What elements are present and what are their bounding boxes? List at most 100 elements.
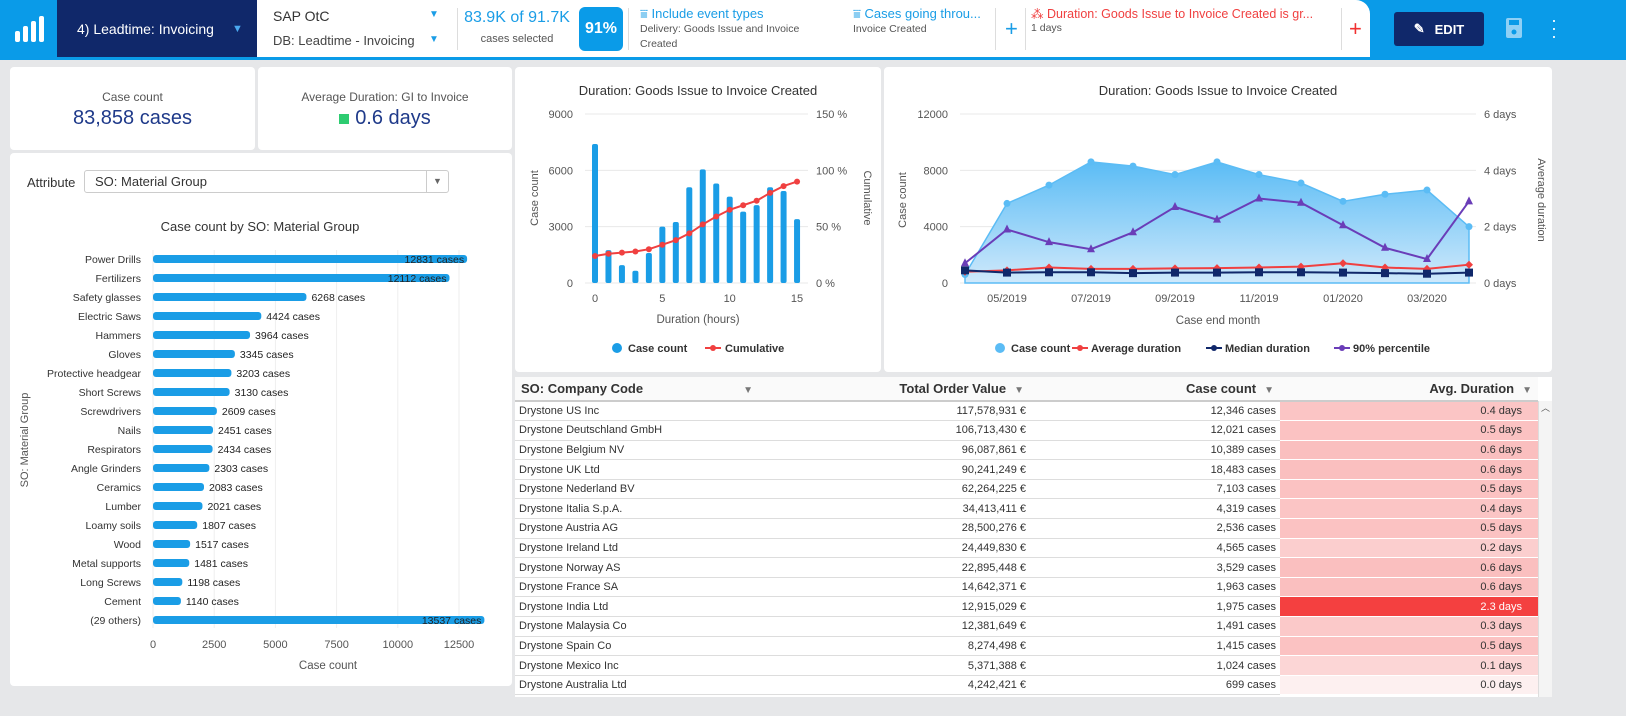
kpi-value-wrap: 0.6 days	[258, 107, 512, 130]
bar	[153, 331, 251, 339]
bar-value-label: 12831 cases	[405, 254, 465, 266]
table-row[interactable]: Drystone Deutschland GmbH 106,713,430 €12…	[515, 420, 1538, 441]
filter-icon[interactable]: ▼	[743, 385, 753, 396]
table-row[interactable]: Drystone Austria AG 28,500,276 €2,536 cas…	[515, 518, 1538, 539]
dashboard-name: 4) Leadtime: Invoicing	[77, 20, 214, 37]
cumulative-point	[699, 221, 706, 228]
filter-duration[interactable]: ⁂ Duration: Goods Issue to Invoice Creat…	[1031, 7, 1314, 34]
histogram-bar	[740, 211, 747, 283]
add-filter-button[interactable]: +	[1005, 16, 1018, 41]
filter-icon[interactable]: ▼	[1264, 385, 1274, 396]
column-header[interactable]: Avg. Duration ▼	[1280, 377, 1538, 402]
table-cell: 14,642,371 €	[765, 577, 1030, 598]
table-row[interactable]: Drystone France SA 14,642,371 €1,963 case…	[515, 577, 1538, 598]
more-menu-icon[interactable]: · · ·	[1551, 10, 1557, 46]
table-row[interactable]: Drystone Spain Co 8,274,498 €1,415 cases 0…	[515, 636, 1538, 657]
bar	[153, 255, 468, 263]
bar-value-label: 1198 cases	[187, 577, 240, 589]
table-row[interactable]: Drystone Malaysia Co 12,381,649 €1,491 ca…	[515, 616, 1538, 637]
category-label: Gloves	[108, 349, 141, 361]
table-row[interactable]: Drystone Norway AS 22,895,448 €3,529 case…	[515, 557, 1538, 578]
db-selector[interactable]: DB: Leadtime - Invoicing	[273, 33, 415, 48]
material-group-panel	[10, 153, 512, 686]
table-cell: 0.6 days	[1280, 577, 1538, 598]
table-cell: 3,529 cases	[1030, 557, 1280, 578]
category-label: Ceramics	[97, 482, 141, 494]
table-row[interactable]: Drystone Australia Ltd 4,242,421 €699 cas…	[515, 675, 1538, 696]
bar	[153, 274, 450, 282]
bar	[153, 445, 213, 453]
legend-marker	[1211, 345, 1217, 351]
table-cell: 117,578,931 €	[765, 401, 1030, 422]
histogram-bar	[592, 144, 598, 283]
table-cell: 24,449,830 €	[765, 538, 1030, 559]
table-row[interactable]: Drystone Nederland BV 62,264,225 €7,103 c…	[515, 479, 1538, 500]
category-label: Hammers	[95, 330, 141, 342]
table-cell: Drystone Ireland Ltd	[515, 538, 765, 559]
table-cell: 0.0 days	[1280, 675, 1538, 696]
y-axis-title: SO: Material Group	[19, 393, 31, 488]
dashboard-selector[interactable]: 4) Leadtime: Invoicing ▼	[57, 0, 257, 57]
bar-value-label: 3130 cases	[235, 387, 289, 399]
duration-filter-icon: ⁂	[1031, 7, 1047, 21]
y-axis-title: Case count	[897, 172, 909, 228]
bar-value-label: 2303 cases	[214, 463, 268, 475]
table-cell: 0.5 days	[1280, 479, 1538, 500]
attribute-select[interactable]: SO: Material Group ▼	[84, 170, 449, 193]
bar-value-label: 3964 cases	[255, 330, 309, 342]
table-cell: Drystone Spain Co	[515, 636, 765, 657]
bar-value-label: 2609 cases	[222, 406, 276, 418]
table-cell: 0.4 days	[1280, 401, 1538, 422]
source-selector[interactable]: SAP OtC	[273, 8, 330, 24]
column-header[interactable]: SO: Company Code ▼	[515, 377, 765, 402]
percentile-point	[1297, 197, 1305, 206]
legend-label: 90% percentile	[1353, 343, 1430, 355]
table-row[interactable]: Drystone UK Ltd 90,241,249 €18,483 cases 0…	[515, 459, 1538, 480]
table-cell: 18,483 cases	[1030, 459, 1280, 480]
filter-icon[interactable]: ▼	[1014, 385, 1024, 396]
y-tick-label: 0	[942, 278, 948, 290]
bar-value-label: 2021 cases	[207, 501, 261, 513]
table-row[interactable]: Drystone Italia S.p.A. 34,413,411 €4,319 …	[515, 498, 1538, 520]
legend-marker	[612, 343, 622, 353]
caret-down-icon[interactable]: ▼	[429, 9, 439, 20]
histogram-bar	[632, 270, 639, 283]
category-label: Power Drills	[85, 254, 141, 266]
table-row[interactable]: Drystone Mexico Inc 5,371,388 €1,024 case…	[515, 655, 1538, 676]
caret-down-icon[interactable]: ▼	[429, 34, 439, 45]
bar	[153, 483, 204, 491]
table-row[interactable]: Drystone US Inc 117,578,931 €12,346 cases…	[515, 401, 1538, 422]
column-label: Case count	[1186, 381, 1257, 396]
bar-value-label: 13537 cases	[422, 615, 482, 627]
table-cell: 28,500,276 €	[765, 518, 1030, 539]
legend-marker	[995, 343, 1005, 353]
filter-icon[interactable]: ▼	[1522, 385, 1532, 396]
histogram-bar	[780, 190, 787, 283]
table-row[interactable]: Drystone Ireland Ltd 24,449,830 €4,565 ca…	[515, 538, 1538, 559]
percentile-point	[1339, 220, 1347, 229]
cumulative-point	[726, 206, 733, 213]
app-logo-icon[interactable]	[0, 0, 57, 57]
filter-event-types[interactable]: ⩸ Include event types Delivery: Goods Is…	[640, 6, 800, 50]
column-header[interactable]: Total Order Value ▼	[765, 377, 1030, 402]
add-duration-filter-button[interactable]: +	[1349, 16, 1362, 41]
scroll-up-icon[interactable]: ︿	[1540, 403, 1550, 413]
legend-marker	[1339, 345, 1345, 351]
save-icon[interactable]	[1506, 18, 1522, 43]
table-scrollbar[interactable]: ︿	[1538, 401, 1552, 697]
y2-tick-label: 6 days	[1484, 109, 1517, 121]
percentile-point	[1255, 193, 1263, 202]
cumulative-point	[780, 183, 787, 190]
top-bar: 4) Leadtime: Invoicing ▼ SAP OtC ▼ DB: Le…	[0, 0, 1626, 60]
column-header[interactable]: Case count ▼	[1030, 377, 1280, 402]
filter-cases-going-through[interactable]: ⩸ Cases going throu... Invoice Created	[853, 6, 981, 35]
table-row[interactable]: Drystone Belgium NV 96,087,861 €10,389 ca…	[515, 440, 1538, 461]
median-point	[1003, 268, 1011, 277]
table-row[interactable]: Drystone India Ltd 12,915,029 €1,975 case…	[515, 596, 1538, 618]
duration-charts: Duration: Goods Issue to Invoice Created…	[529, 83, 1547, 355]
category-label: (29 others)	[90, 615, 141, 627]
edit-button[interactable]: ✎ EDIT	[1394, 12, 1484, 46]
table-cell: 22,895,448 €	[765, 557, 1030, 578]
table-cell: 62,264,225 €	[765, 479, 1030, 500]
bar-value-label: 1807 cases	[202, 520, 256, 532]
